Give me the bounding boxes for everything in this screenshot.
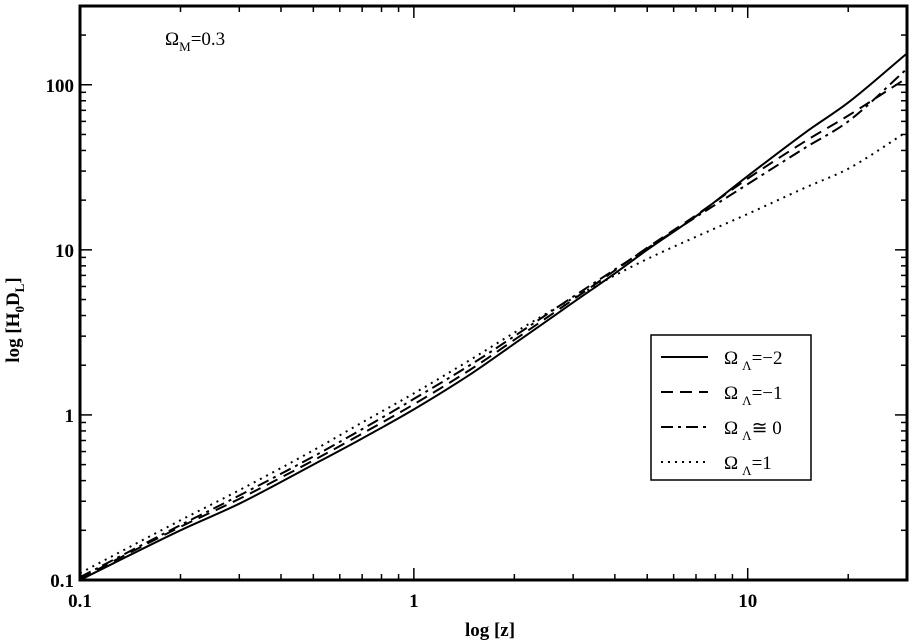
- data-curves: [79, 52, 908, 581]
- legend: Ω Λ=−2 Ω Λ=−1 Ω Λ≅ 0 Ω Λ=1: [650, 334, 812, 481]
- axis-tick-labels: 0.1 1 10 0.1 1 10 100: [46, 76, 758, 612]
- axis-ticks: [79, 5, 908, 581]
- y-tick-label: 0.1: [50, 571, 74, 592]
- legend-label-2: Ω Λ≅ 0: [724, 418, 782, 443]
- y-tick-label: 1: [65, 406, 75, 427]
- series-line-0: [79, 52, 908, 581]
- plot-frame: [78, 4, 909, 582]
- series-line-2: [79, 68, 908, 579]
- legend-label-1: Ω Λ=−1: [724, 383, 783, 408]
- y-axis-title-end: ]: [3, 277, 24, 283]
- series-line-3: [79, 130, 908, 575]
- x-axis-title: log [z]: [465, 620, 515, 641]
- y-axis-title: log [H0DL]: [3, 277, 27, 362]
- legend-label-3: Ω Λ=1: [724, 453, 772, 478]
- annotation-value: =0.3: [191, 29, 225, 50]
- annotation-omega: Ω: [165, 29, 179, 50]
- legend-box: [650, 334, 812, 481]
- legend-label-0: Ω Λ=−2: [724, 348, 783, 373]
- y-tick-label: 100: [46, 76, 75, 97]
- y-axis-title-mid: D: [3, 292, 24, 306]
- x-tick-label: 0.1: [68, 591, 92, 612]
- y-tick-label: 10: [55, 241, 74, 262]
- annotation-subscript: M: [179, 39, 191, 54]
- y-axis-title-subL: L: [12, 283, 27, 292]
- annotation-omega-m: ΩM=0.3: [165, 29, 225, 54]
- y-axis-title-base: log [H: [3, 312, 24, 362]
- x-tick-label: 10: [738, 591, 757, 612]
- series-line-1: [79, 77, 908, 580]
- x-tick-label: 1: [409, 591, 419, 612]
- y-axis-title-sub0: 0: [12, 306, 27, 313]
